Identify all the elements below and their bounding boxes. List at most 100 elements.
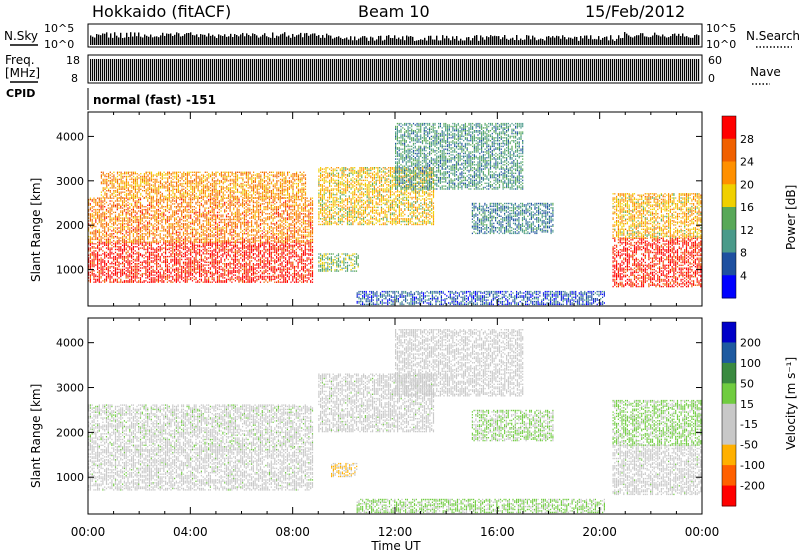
range-gate-cell [127,222,128,223]
range-gate-cell [226,232,227,233]
range-gate-cell [111,217,112,218]
range-gate-cell [135,237,136,238]
range-gate-cell [206,232,207,233]
range-gate-cell [92,273,93,274]
range-gate-cell [170,259,171,260]
range-gate-cell [169,225,170,226]
noise-bar [518,40,519,45]
freq-bar [592,59,593,81]
range-gate-cell [206,270,207,271]
range-gate-cell [299,270,300,271]
range-gate-cell [111,282,112,283]
range-gate-cell [305,245,306,246]
range-gate-cell [213,202,214,203]
freq-bar [474,59,475,81]
range-gate-cell [167,236,168,237]
range-gate-cell [308,269,309,270]
range-gate-cell [210,206,211,207]
range-gate-cell [187,225,188,226]
noise-bar [174,35,175,45]
range-gate-cell [138,222,139,223]
range-gate-cell [153,232,154,233]
range-gate-cell [163,216,164,217]
range-gate-cell [127,219,128,220]
range-gate-cell [104,253,105,254]
range-gate-cell [285,269,286,270]
range-gate-cell [246,274,247,275]
range-gate-cell [170,205,171,206]
range-gate-cell [156,242,157,243]
noise-bar [612,39,613,45]
range-gate-cell [142,210,143,211]
range-gate-cell [267,277,268,278]
range-gate-cell [283,274,284,275]
noise-bar [548,36,549,45]
range-gate-cell [167,230,168,231]
range-gate-cell [174,210,175,211]
noise-bar [592,39,593,45]
range-gate-cell [255,230,256,231]
range-gate-cell [233,223,234,224]
range-gate-cell [145,220,146,221]
noise-bar [390,38,391,45]
noise-bar [106,32,107,45]
range-gate-cell [169,280,170,281]
range-gate-cell [303,259,304,260]
range-gate-cell [117,274,118,275]
range-gate-cell [149,252,150,253]
freq-bar [272,59,273,81]
freq-bar [514,59,515,81]
range-gate-cell [256,222,257,223]
range-gate-cell [126,252,127,253]
range-gate-cell [104,256,105,257]
range-gate-cell [233,219,234,220]
range-gate-cell [230,264,231,265]
range-gate-cell [179,276,180,277]
range-gate-cell [90,205,91,206]
range-gate-cell [108,270,109,271]
range-gate-cell [95,274,96,275]
noise-bar [674,34,675,45]
range-gate-cell [140,222,141,223]
range-gate-cell [233,252,234,253]
range-gate-cell [101,264,102,265]
range-gate-cell [253,269,254,270]
range-gate-cell [235,270,236,271]
range-gate-cell [208,234,209,235]
range-gate-cell [247,259,248,260]
range-gate-cell [199,239,200,240]
noise-bar [186,33,187,45]
range-gate-cell [99,200,100,201]
range-gate-cell [210,230,211,231]
range-gate-cell [244,245,245,246]
noise-bar [568,37,569,45]
range-gate-cell [183,270,184,271]
range-gate-cell [233,230,234,231]
range-gate-cell [238,202,239,203]
range-gate-cell [213,203,214,204]
range-gate-cell [138,236,139,237]
range-gate-cell [222,227,223,228]
range-gate-cell [199,273,200,274]
range-gate-cell [129,256,130,257]
range-gate-cell [247,242,248,243]
range-gate-cell [233,267,234,268]
range-gate-cell [199,276,200,277]
range-gate-cell [104,257,105,258]
range-gate-cell [312,276,313,277]
range-gate-cell [169,217,170,218]
range-gate-cell [161,215,162,216]
noise-bar [92,37,93,45]
range-gate-cell [221,215,222,216]
range-gate-cell [158,206,159,207]
range-gate-cell [201,260,202,261]
range-gate-cell [296,242,297,243]
range-gate-cell [215,206,216,207]
range-gate-cell [226,263,227,264]
range-gate-cell [203,274,204,275]
range-gate-cell [176,247,177,248]
range-gate-cell [238,222,239,223]
range-gate-cell [310,282,311,283]
range-gate-cell [217,212,218,213]
range-gate-cell [285,259,286,260]
